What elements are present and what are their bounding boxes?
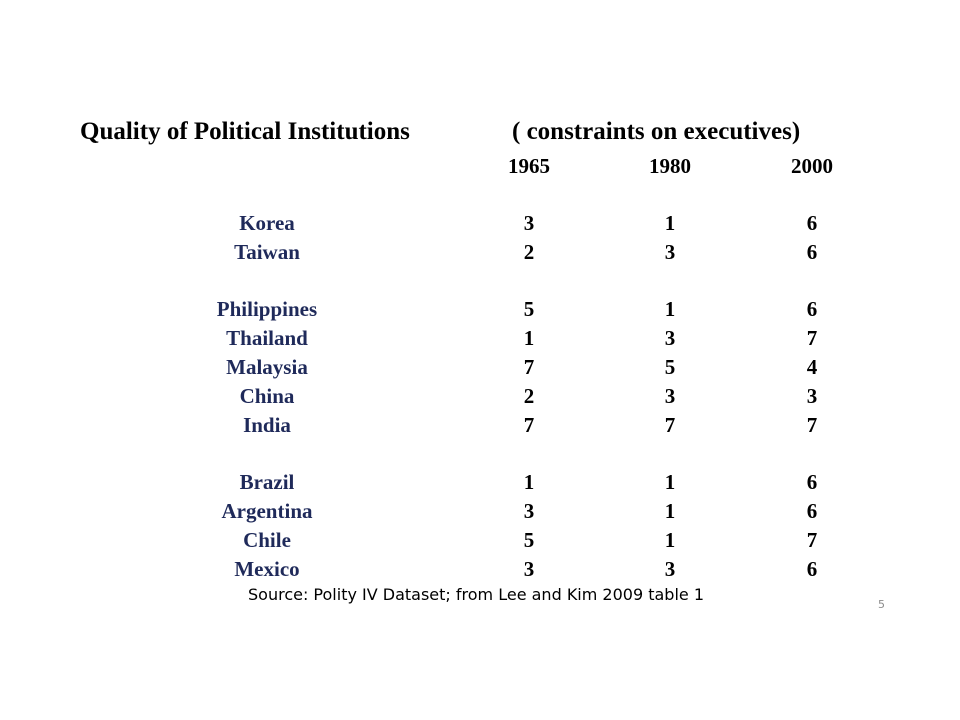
value-2000: 6 — [806, 211, 818, 235]
value-1980: 1 — [664, 470, 676, 494]
value-1980: 1 — [664, 211, 676, 235]
table-row: Mexico 3 3 6 — [0, 557, 960, 585]
value-1965: 3 — [523, 211, 535, 235]
value-1980: 1 — [664, 499, 676, 523]
value-1980: 1 — [664, 528, 676, 552]
year-header-1980: 1980 — [649, 154, 691, 178]
country-name: Philippines — [216, 297, 318, 321]
value-1965: 1 — [523, 326, 535, 350]
value-1965: 7 — [523, 413, 535, 437]
year-header-2000: 2000 — [791, 154, 833, 178]
value-1980: 3 — [664, 557, 676, 581]
country-name: China — [239, 384, 295, 408]
table-row: China 2 3 3 — [0, 384, 960, 412]
value-1980: 3 — [664, 384, 676, 408]
page-number: 5 — [878, 598, 885, 611]
country-name: Brazil — [239, 470, 295, 494]
table-row: Malaysia 7 5 4 — [0, 355, 960, 383]
value-2000: 7 — [806, 413, 818, 437]
table-row: Thailand 1 3 7 — [0, 326, 960, 354]
country-name: Thailand — [226, 326, 308, 350]
source-note: Source: Polity IV Dataset; from Lee and … — [248, 585, 705, 604]
value-1965: 3 — [523, 557, 535, 581]
value-1965: 5 — [523, 528, 535, 552]
slide-title: Quality of Political Institutions — [80, 118, 410, 145]
value-2000: 3 — [806, 384, 818, 408]
country-name: Malaysia — [226, 355, 308, 379]
value-1965: 7 — [523, 355, 535, 379]
table-row: Argentina 3 1 6 — [0, 499, 960, 527]
value-2000: 7 — [806, 528, 818, 552]
value-2000: 6 — [806, 499, 818, 523]
value-1965: 2 — [523, 384, 535, 408]
value-1980: 3 — [664, 240, 676, 264]
table-row: Korea 3 1 6 — [0, 211, 960, 239]
country-name: Argentina — [221, 499, 313, 523]
table-row: Taiwan 2 3 6 — [0, 240, 960, 268]
value-2000: 6 — [806, 240, 818, 264]
value-1965: 1 — [523, 470, 535, 494]
table-row: Brazil 1 1 6 — [0, 470, 960, 498]
table-row: Chile 5 1 7 — [0, 528, 960, 556]
value-1980: 5 — [664, 355, 676, 379]
value-2000: 6 — [806, 557, 818, 581]
table-row: Philippines 5 1 6 — [0, 297, 960, 325]
value-2000: 6 — [806, 470, 818, 494]
country-name: Korea — [239, 211, 295, 235]
value-2000: 7 — [806, 326, 818, 350]
value-2000: 4 — [806, 355, 818, 379]
value-1980: 7 — [664, 413, 676, 437]
country-name: Chile — [243, 528, 291, 552]
value-2000: 6 — [806, 297, 818, 321]
country-name: Taiwan — [234, 240, 300, 264]
value-1980: 3 — [664, 326, 676, 350]
country-name: India — [243, 413, 291, 437]
value-1965: 5 — [523, 297, 535, 321]
value-1965: 3 — [523, 499, 535, 523]
value-1965: 2 — [523, 240, 535, 264]
year-header-1965: 1965 — [508, 154, 550, 178]
table-row: India 7 7 7 — [0, 413, 960, 441]
country-name: Mexico — [234, 557, 300, 581]
value-1980: 1 — [664, 297, 676, 321]
slide-subtitle: ( constraints on executives) — [512, 118, 801, 145]
